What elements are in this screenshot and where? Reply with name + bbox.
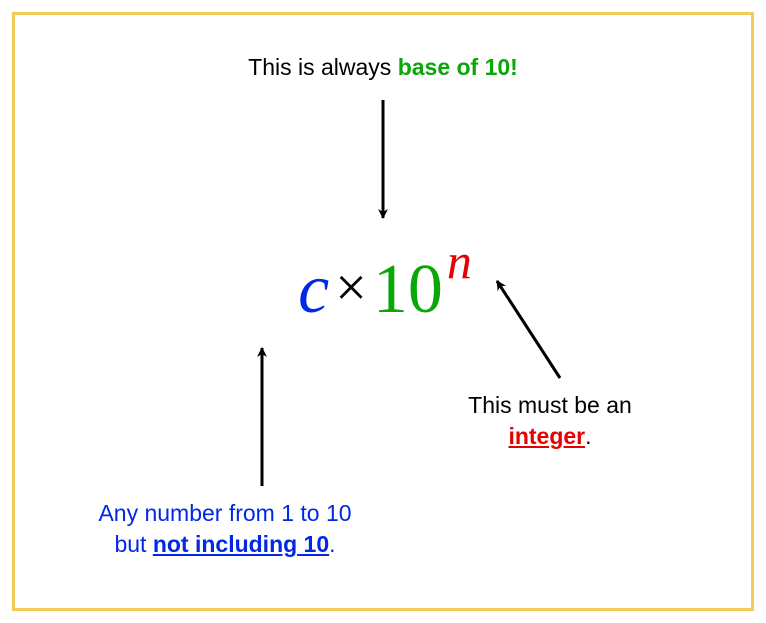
label-top-text: This is always [248,54,398,80]
formula: c×10n [0,250,766,330]
formula-coefficient: c [298,251,329,328]
label-right-accent: integer [508,423,585,449]
formula-exponent: n [447,233,472,289]
label-integer: This must be an integer. [400,390,700,452]
label-top-accent: base of 10! [398,54,518,80]
label-bottom-before: but [114,531,152,557]
formula-base-ten: 10 [373,251,443,328]
label-coefficient-range: Any number from 1 to 10 but not includin… [55,498,395,560]
label-bottom-accent: not including 10 [153,531,329,557]
label-bottom-line1: Any number from 1 to 10 [98,500,351,526]
label-base-of-10: This is always base of 10! [0,52,766,83]
formula-times: × [329,257,373,319]
diagram-frame: This is always base of 10! c×10n This mu… [0,0,766,623]
label-bottom-after: . [329,531,335,557]
label-right-line1: This must be an [468,392,632,418]
label-right-after: . [585,423,591,449]
